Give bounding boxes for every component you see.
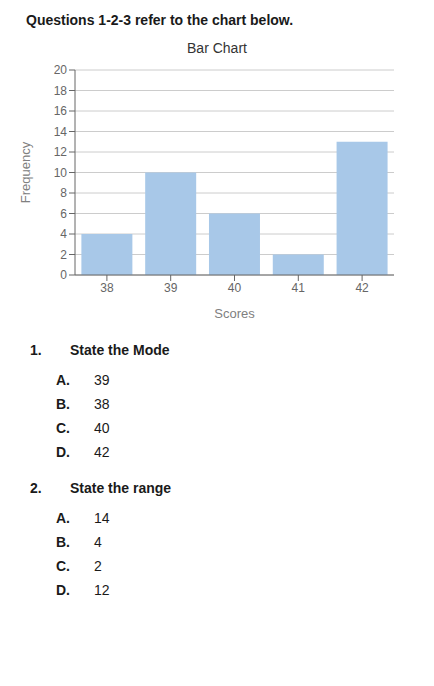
svg-text:10: 10 [54, 166, 68, 180]
html-text:B.: B. [56, 534, 70, 550]
svg-text:12: 12 [54, 145, 68, 159]
html-text:Questions 1-2-3 refer to the c: Questions 1-2-3 refer to the chart below… [26, 12, 294, 28]
svg-text:2: 2 [60, 248, 67, 262]
html-text:42: 42 [94, 444, 110, 460]
svg-text:42: 42 [355, 281, 369, 295]
html-text:14: 14 [94, 510, 110, 526]
svg-text:16: 16 [54, 104, 68, 118]
svg-text:4: 4 [60, 227, 67, 241]
html-text:Bar Chart: Bar Chart [187, 40, 247, 56]
html-text:A.: A. [56, 372, 70, 388]
svg-text:14: 14 [54, 125, 68, 139]
svg-text:8: 8 [60, 186, 67, 200]
html-text:39: 39 [94, 372, 110, 388]
svg-text:6: 6 [60, 207, 67, 221]
html-text:State the Mode: State the Mode [70, 342, 170, 358]
html-text:12: 12 [94, 582, 110, 598]
html-text:C.: C. [56, 420, 70, 436]
svg-text:40: 40 [228, 281, 242, 295]
svg-text:41: 41 [292, 281, 306, 295]
svg-text:18: 18 [54, 84, 68, 98]
html-text:D.: D. [56, 582, 70, 598]
svg-text:Frequency: Frequency [18, 141, 33, 203]
html-text:State the range: State the range [70, 480, 172, 496]
html-text:D.: D. [56, 444, 70, 460]
svg-text:38: 38 [100, 281, 114, 295]
html-text:A.: A. [56, 510, 70, 526]
html-text:38: 38 [94, 396, 110, 412]
html-text:B.: B. [56, 396, 70, 412]
svg-text:20: 20 [54, 63, 68, 77]
svg-text:Scores: Scores [214, 306, 255, 321]
html-text:2.: 2. [30, 480, 42, 496]
html-text:1.: 1. [30, 342, 42, 358]
svg-text:0: 0 [60, 268, 67, 282]
svg-text:39: 39 [164, 281, 178, 295]
html-text:4: 4 [94, 534, 102, 550]
html-text:40: 40 [94, 420, 110, 436]
html-text:C.: C. [56, 558, 70, 574]
html-text:2: 2 [94, 558, 102, 574]
